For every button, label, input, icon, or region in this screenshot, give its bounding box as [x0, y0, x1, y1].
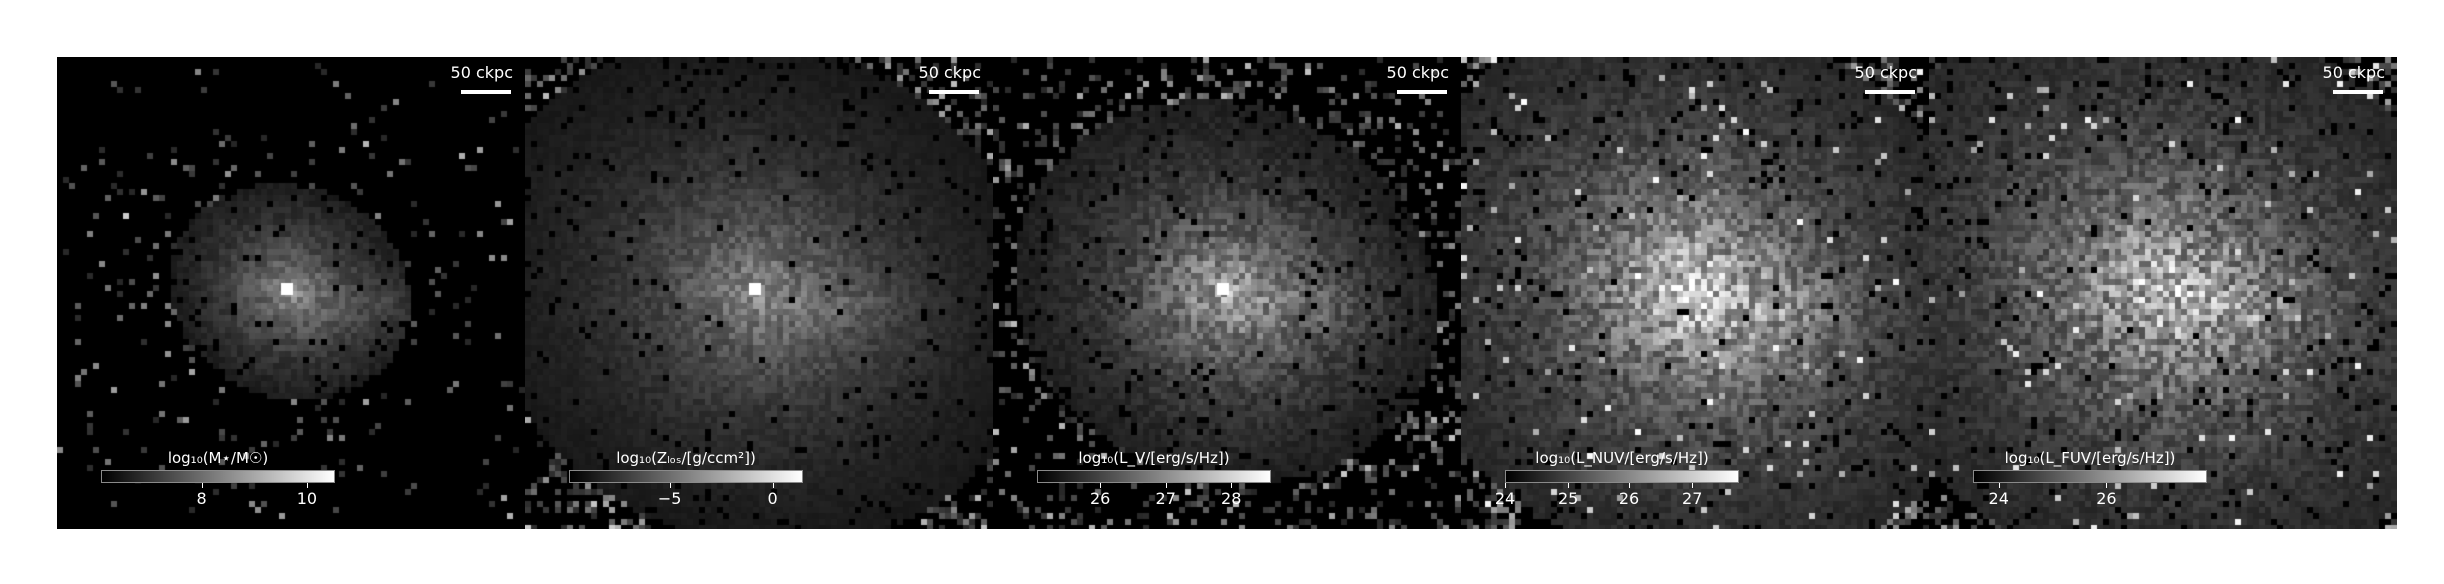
colorbar	[1037, 470, 1271, 483]
colorbar-tick-label: 28	[1221, 489, 1242, 508]
colorbar-tick	[2106, 483, 2108, 488]
stellar-mass-map	[57, 57, 525, 529]
colorbar-tick-label: 24	[1988, 489, 2009, 508]
scalebar-line	[461, 90, 511, 94]
fuv-map	[1929, 57, 2397, 529]
scalebar-label: 50 ckpc	[918, 63, 981, 82]
v-band-map	[993, 57, 1461, 529]
colorbar-tick-label: 26	[2096, 489, 2117, 508]
panel-v-band: 50 ckpc log₁₀(L_V/[erg/s/Hz]) 26 27 28	[993, 57, 1461, 529]
scalebar-label: 50 ckpc	[450, 63, 513, 82]
colorbar-label: log₁₀(L_FUV/[erg/s/Hz])	[2004, 449, 2176, 467]
colorbar-label: log₁₀(Zₗₒₛ/[g/ccm²])	[616, 449, 756, 467]
colorbar	[569, 470, 803, 483]
colorbar-tick	[1998, 483, 2000, 488]
colorbar-tick	[669, 483, 671, 488]
colorbar-tick	[1505, 483, 1506, 488]
scalebar-line	[2333, 90, 2383, 94]
colorbar-tick-label: −5	[657, 489, 682, 508]
scalebar-line	[929, 90, 979, 94]
colorbar-tick	[201, 483, 203, 488]
scalebar-label: 50 ckpc	[1386, 63, 1449, 82]
colorbar-tick	[1231, 483, 1233, 488]
colorbar-tick	[772, 483, 774, 488]
galaxy-map-figure: 50 ckpc log₁₀(M⋆/M☉) 8 10 50 ckpc log₁₀(Z…	[57, 57, 2397, 529]
colorbar-tick-label: 24	[1494, 489, 1516, 508]
colorbar-tick-label: 8	[196, 489, 207, 508]
panel-nuv: 50 ckpc log₁₀(L_NUV/[erg/s/Hz]) 24 25 26 27	[1461, 57, 1929, 529]
colorbar-tick-label: 0	[767, 489, 778, 508]
panel-fuv: 50 ckpc log₁₀(L_FUV/[erg/s/Hz]) 24 26	[1929, 57, 2397, 529]
colorbar-tick	[306, 483, 308, 488]
colorbar-tick-label: 26	[1089, 489, 1111, 508]
colorbar-tick-label: 26	[1618, 489, 1640, 508]
scalebar-label: 50 ckpc	[2322, 63, 2385, 82]
scalebar-line	[1865, 90, 1915, 94]
nuv-map	[1461, 57, 1929, 529]
colorbar-tick-label: 27	[1682, 489, 1703, 508]
colorbar	[101, 470, 335, 483]
colorbar-label: log₁₀(L_V/[erg/s/Hz])	[1078, 449, 1230, 467]
colorbar-tick	[1568, 483, 1570, 488]
colorbar-tick-label: 10	[296, 489, 318, 508]
colorbar-tick-label: 27	[1155, 489, 1176, 508]
colorbar-tick	[1100, 483, 1102, 488]
colorbar-label: log₁₀(L_NUV/[erg/s/Hz])	[1535, 449, 1709, 467]
colorbar-tick	[1692, 483, 1694, 488]
colorbar-tick-label: 25	[1557, 489, 1579, 508]
colorbar	[1973, 470, 2207, 483]
scalebar-label: 50 ckpc	[1854, 63, 1917, 82]
colorbar-tick	[1165, 483, 1167, 488]
panel-metallicity: 50 ckpc log₁₀(Zₗₒₛ/[g/ccm²]) −5 0	[525, 57, 993, 529]
colorbar-tick	[1629, 483, 1631, 488]
metallicity-map	[525, 57, 993, 529]
scalebar-line	[1397, 90, 1447, 94]
colorbar-label: log₁₀(M⋆/M☉)	[167, 449, 269, 467]
panel-stellar-mass: 50 ckpc log₁₀(M⋆/M☉) 8 10	[57, 57, 525, 529]
colorbar	[1505, 470, 1739, 483]
